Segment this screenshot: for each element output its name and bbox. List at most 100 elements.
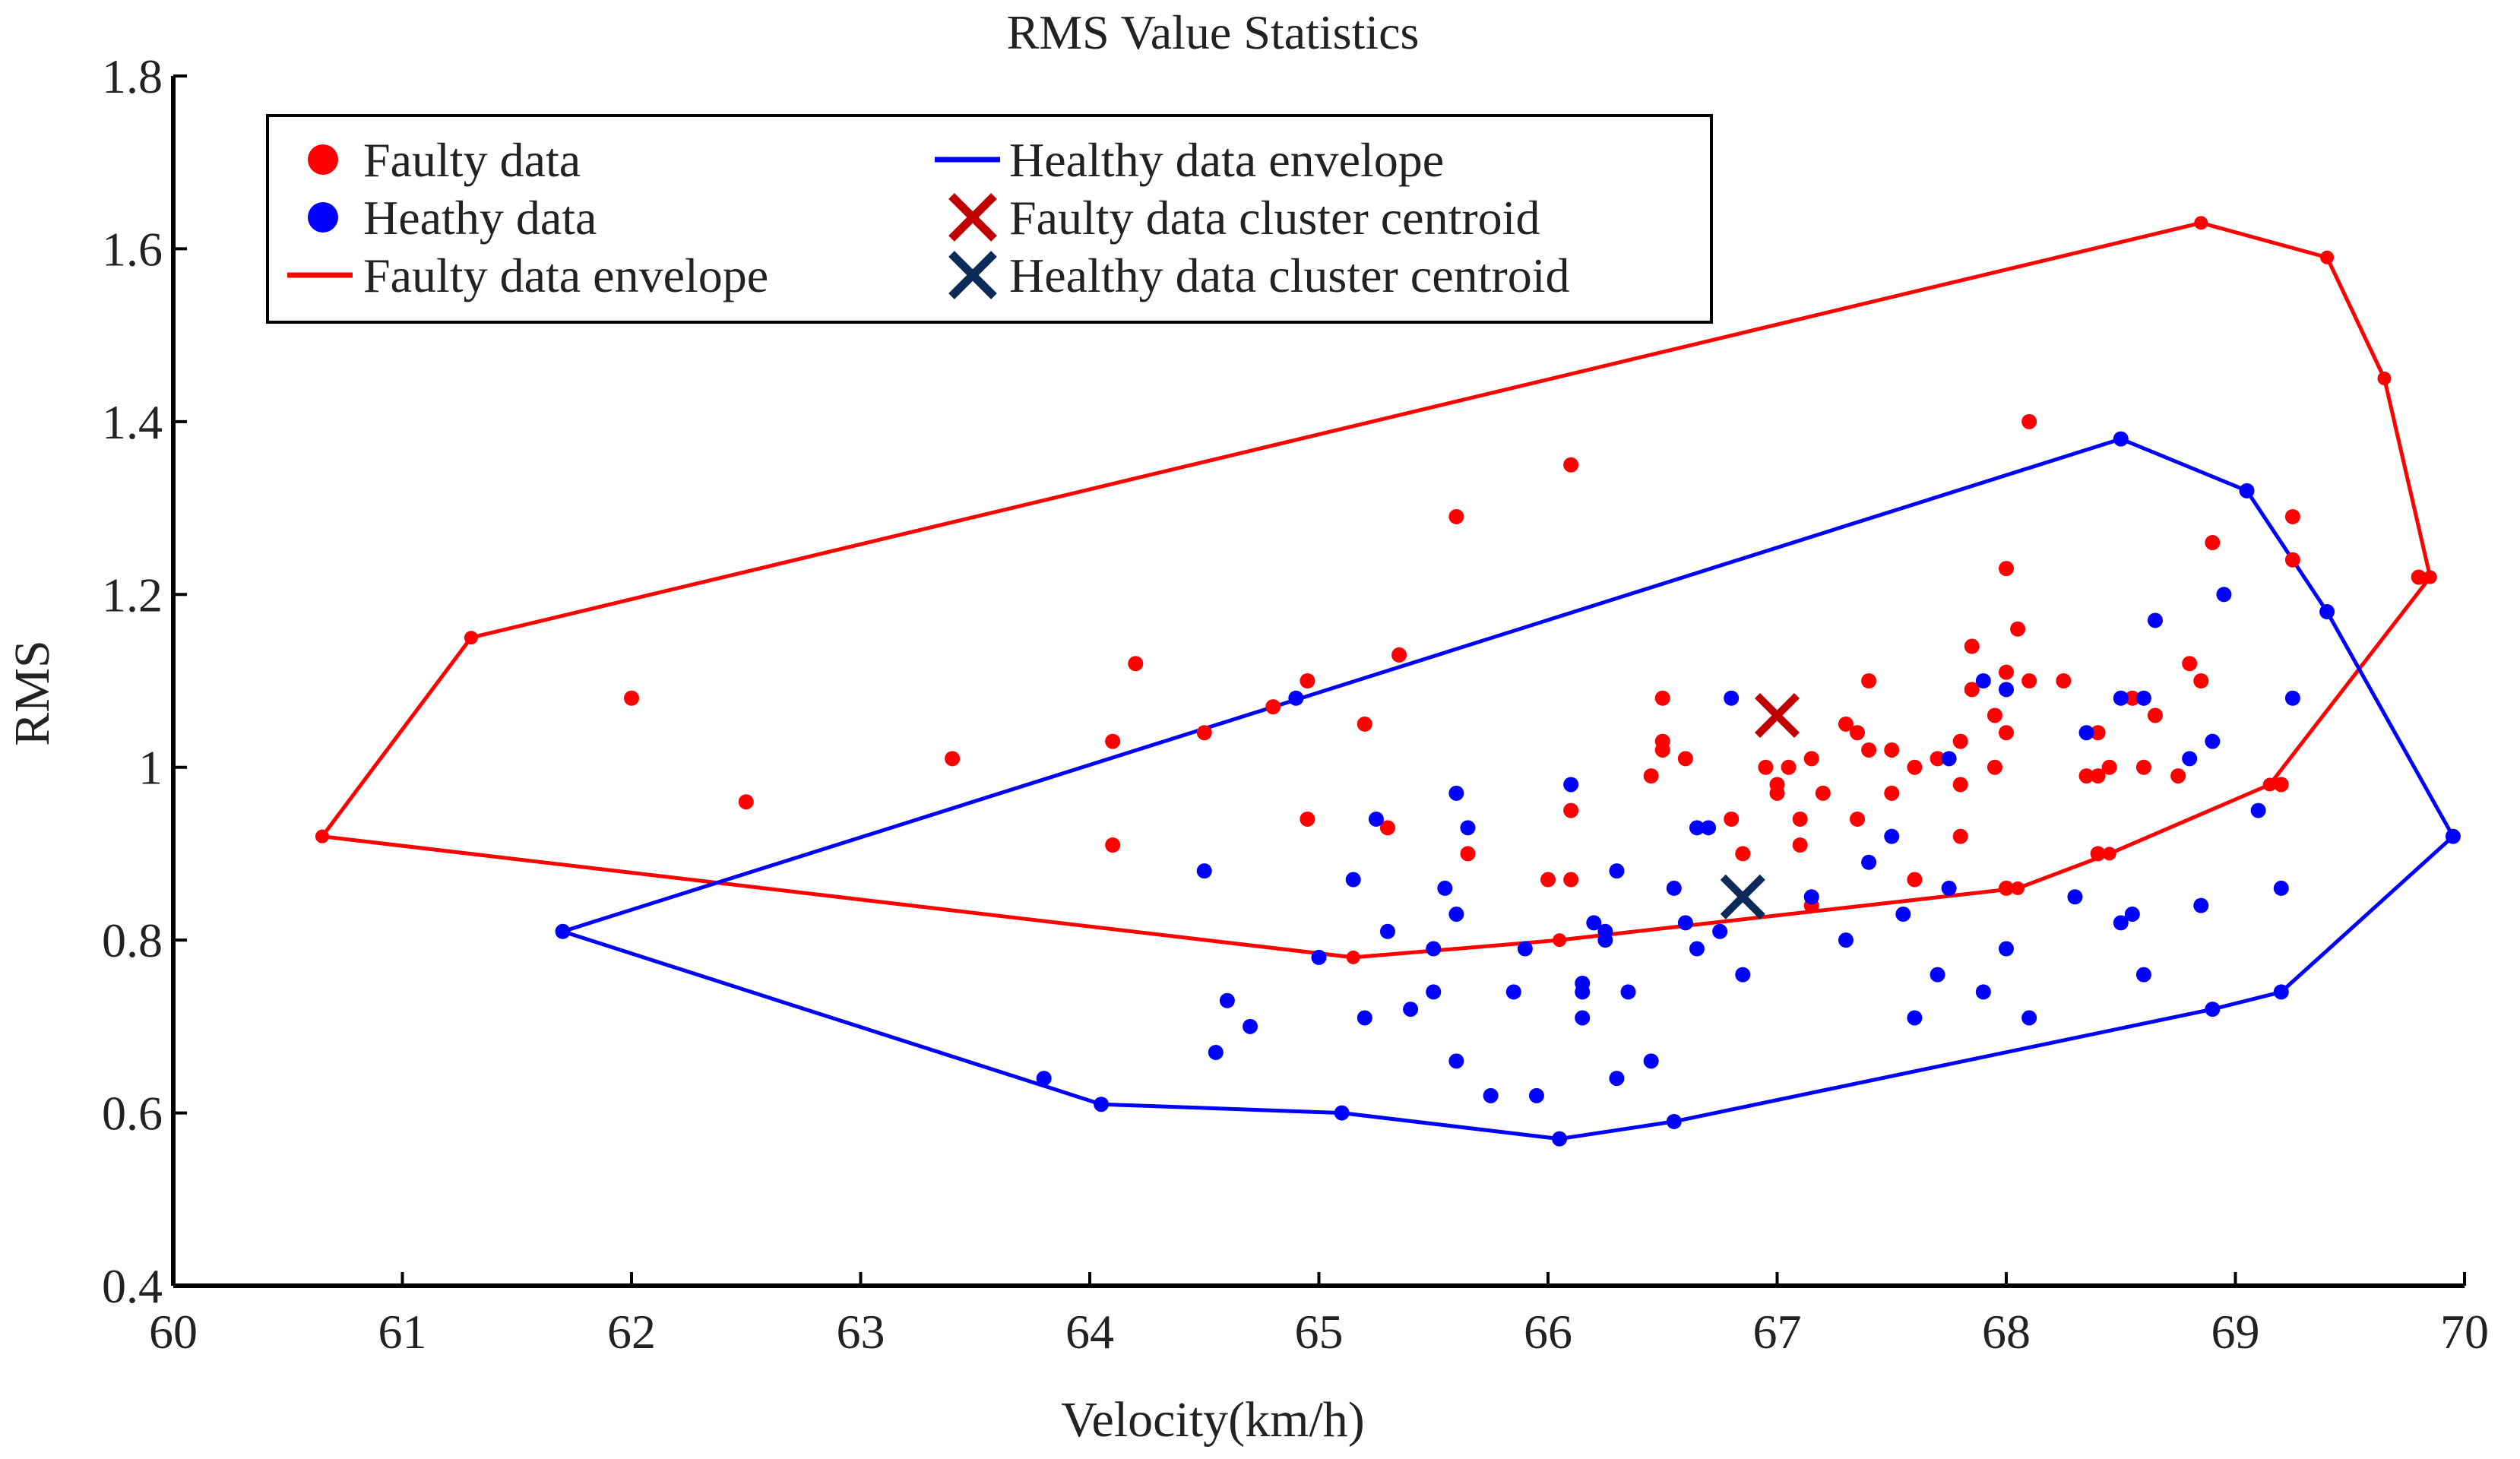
heathy-data-point-52 (1907, 1010, 1923, 1026)
faulty-data-point-37 (1861, 742, 1877, 758)
heathy-data-point-16 (1426, 941, 1442, 957)
heathy-data-point-41 (1689, 820, 1705, 836)
heathy-data-point-43 (1701, 820, 1717, 836)
legend-item-faulty-data-cluster-centroid: Faulty data cluster centroid (948, 191, 1540, 245)
heathy-data-point-0 (555, 923, 571, 939)
heathy-data-point-19 (1448, 1053, 1464, 1069)
y-tick-label-6: 1.6 (102, 222, 163, 276)
heathy-data-point-78 (2284, 690, 2300, 706)
faulty-data-point-46 (1952, 828, 1968, 844)
heathy-data-point-48 (1838, 932, 1854, 948)
faulty-data-point-30 (1792, 837, 1808, 853)
faulty-data-envelope-vertex-1 (464, 631, 478, 645)
faulty-data-point-21 (1654, 733, 1670, 749)
heathy-data-point-33 (1597, 923, 1613, 939)
heathy-data-point-10 (1345, 872, 1361, 888)
heathy-data-point-44 (1712, 923, 1728, 939)
heathy-data-point-27 (1563, 777, 1579, 793)
legend-item-heathy-data-label: Heathy data (363, 191, 597, 245)
faulty-data-point-11 (1379, 820, 1395, 836)
x-tick-label-7: 67 (1753, 1305, 1802, 1359)
heathy-data-point-56 (1975, 984, 1991, 1000)
faulty-data-point-2 (945, 751, 961, 767)
faulty-data-point-29 (1792, 811, 1808, 827)
heathy-data-point-23 (1505, 984, 1521, 1000)
faulty-data-point-63 (2135, 759, 2151, 775)
faulty-data-point-9 (1300, 811, 1315, 827)
faulty-data-point-39 (1884, 742, 1900, 758)
heathy-data-point-81 (2124, 907, 2140, 923)
faulty-data-point-24 (1735, 846, 1751, 862)
heathy-data-point-12 (1368, 811, 1384, 827)
x-axis-label: Velocity(km/h) (1061, 1392, 1365, 1448)
faulty-data-point-59 (2090, 725, 2106, 741)
x-tick-label-5: 65 (1295, 1305, 1344, 1359)
heathy-data-point-70 (2193, 897, 2209, 913)
heathy-data-point-15 (1426, 984, 1442, 1000)
heathy-data-point-65 (2113, 690, 2129, 706)
faulty-data-point-45 (1952, 733, 1968, 749)
y-tick-label-5: 1.4 (102, 395, 163, 449)
x-tick-label-2: 62 (607, 1305, 656, 1359)
heathy-data-point-73 (2216, 587, 2232, 603)
faulty-data-point-73 (1540, 872, 1556, 888)
faulty-data-point-42 (1907, 759, 1923, 775)
x-tick-label-10: 70 (2440, 1305, 2489, 1359)
faulty-data-point-71 (2284, 508, 2300, 524)
heathy-data-point-75 (2250, 802, 2266, 818)
faulty-data-point-4 (1105, 837, 1121, 853)
faulty-data-point-34 (1838, 716, 1854, 732)
faulty-data-point-74 (1999, 880, 2014, 896)
faulty-data-point-61 (2101, 759, 2117, 775)
faulty-data-envelope-vertex-4 (2377, 372, 2392, 385)
heathy-data-point-1 (1036, 1071, 1052, 1087)
heathy-data-point-74 (2239, 483, 2255, 498)
faulty-data-envelope-vertex-2 (2194, 216, 2208, 230)
heathy-data-point-72 (2205, 1002, 2221, 1018)
heathy-data-point-5 (1219, 992, 1235, 1008)
faulty-data-point-0 (624, 690, 639, 706)
legend-item-faulty-data-label: Faulty data (363, 133, 581, 187)
heathy-data-point-35 (1609, 1071, 1625, 1087)
heathy-data-point-76 (2273, 984, 2289, 1000)
heathy-data-point-25 (1528, 1087, 1544, 1103)
faulty-data-point-7 (1265, 699, 1281, 715)
heathy-data-point-24 (1517, 941, 1533, 957)
heathy-data-point-26 (1552, 1131, 1568, 1147)
heathy-data-point-4 (1208, 1044, 1224, 1060)
legend-item-healthy-data-cluster-centroid-label: Healthy data cluster centroid (1009, 248, 1569, 302)
y-tick-label-0: 0.4 (102, 1259, 163, 1313)
heathy-data-point-6 (1243, 1018, 1258, 1034)
faulty-data-point-54 (2010, 621, 2026, 637)
tick-labels: 60 61 62 63 64 65 66 67 68 69 70 0.4 0.6 0.8 1 1.2 1.4 1.… (102, 49, 2489, 1359)
faulty-data-point-69 (2273, 777, 2289, 793)
heathy-data-point-30 (1575, 1010, 1591, 1026)
heathy-data-point-53 (1930, 967, 1945, 983)
faulty-data-point-8 (1300, 673, 1315, 688)
heathy-data-point-13 (1379, 923, 1395, 939)
legend-item-heathy-data-marker (308, 202, 338, 233)
faulty-data-point-6 (1196, 725, 1212, 741)
faulty-data-point-58 (2078, 768, 2094, 784)
faulty-data-point-23 (1724, 811, 1740, 827)
faulty-data-point-52 (1999, 561, 2014, 577)
faulty-data-point-67 (2193, 673, 2209, 688)
faulty-data-point-64 (2147, 707, 2163, 723)
faulty-data-point-43 (1930, 751, 1945, 767)
faulty-data-envelope-vertex-7 (2102, 847, 2116, 861)
legend-item-faulty-data-cluster-centroid-marker-stroke-b (948, 193, 997, 242)
heathy-data-point-34 (1609, 863, 1625, 879)
faulty-data-envelope-vertex-5 (2423, 570, 2437, 584)
y-tick-label-7: 1.8 (102, 49, 163, 103)
heathy-data-point-62 (2078, 725, 2094, 741)
faulty-data-envelope-vertex-9 (1553, 933, 1567, 948)
faulty-data-envelope-vertex-6 (2262, 777, 2277, 792)
faulty-data-point-28 (1781, 759, 1797, 775)
faulty-data-point-25 (1758, 759, 1774, 775)
heathy-data-point-8 (1311, 949, 1327, 965)
healthy-data-cluster-centroid-0 (1720, 874, 1765, 919)
heathy-data-point-66 (2135, 967, 2151, 983)
heathy-data-point-54 (1941, 880, 1957, 896)
faulty-data-point-56 (2021, 673, 2037, 688)
